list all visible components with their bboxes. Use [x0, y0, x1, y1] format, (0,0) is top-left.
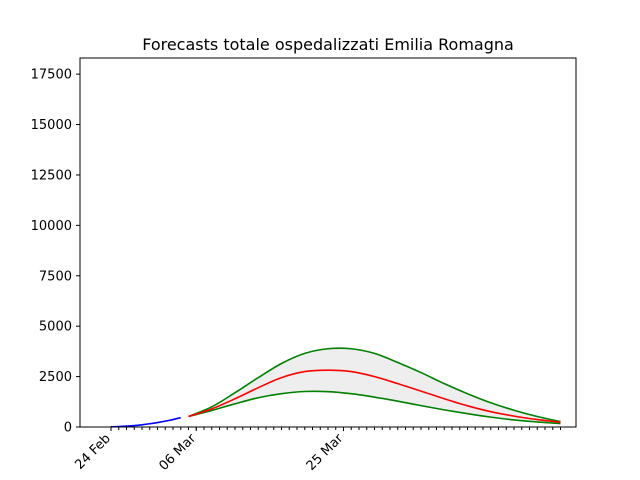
x-tick-label: 06 Mar: [157, 431, 200, 474]
chart-title: Forecasts totale ospedalizzati Emilia Ro…: [142, 35, 514, 54]
x-axis: 24 Feb 06 Mar 25 Mar: [72, 427, 561, 474]
y-tick-label: 5000: [39, 320, 72, 335]
y-axis: 0 2500 5000 7500 10000 12500 15000 17500: [31, 68, 80, 436]
observed-line: [110, 416, 181, 428]
x-tick-label: 24 Feb: [72, 431, 114, 473]
y-tick-label: 0: [64, 421, 72, 436]
y-tick-label: 12500: [31, 168, 72, 183]
y-tick-label: 15000: [31, 118, 72, 133]
uncertainty-band: [188, 348, 561, 424]
uncertainty-band-layer: [188, 348, 561, 424]
y-tick-label: 10000: [31, 219, 72, 234]
y-tick-label: 7500: [39, 269, 72, 284]
forecast-lower-line: [188, 390, 561, 425]
series-layer: [110, 347, 561, 428]
y-tick-label: 17500: [31, 68, 72, 83]
x-tick-label: 25 Mar: [304, 431, 347, 474]
y-tick-label: 2500: [39, 370, 72, 385]
forecast-central-line: [188, 369, 561, 423]
forecast-upper-line: [188, 347, 561, 423]
